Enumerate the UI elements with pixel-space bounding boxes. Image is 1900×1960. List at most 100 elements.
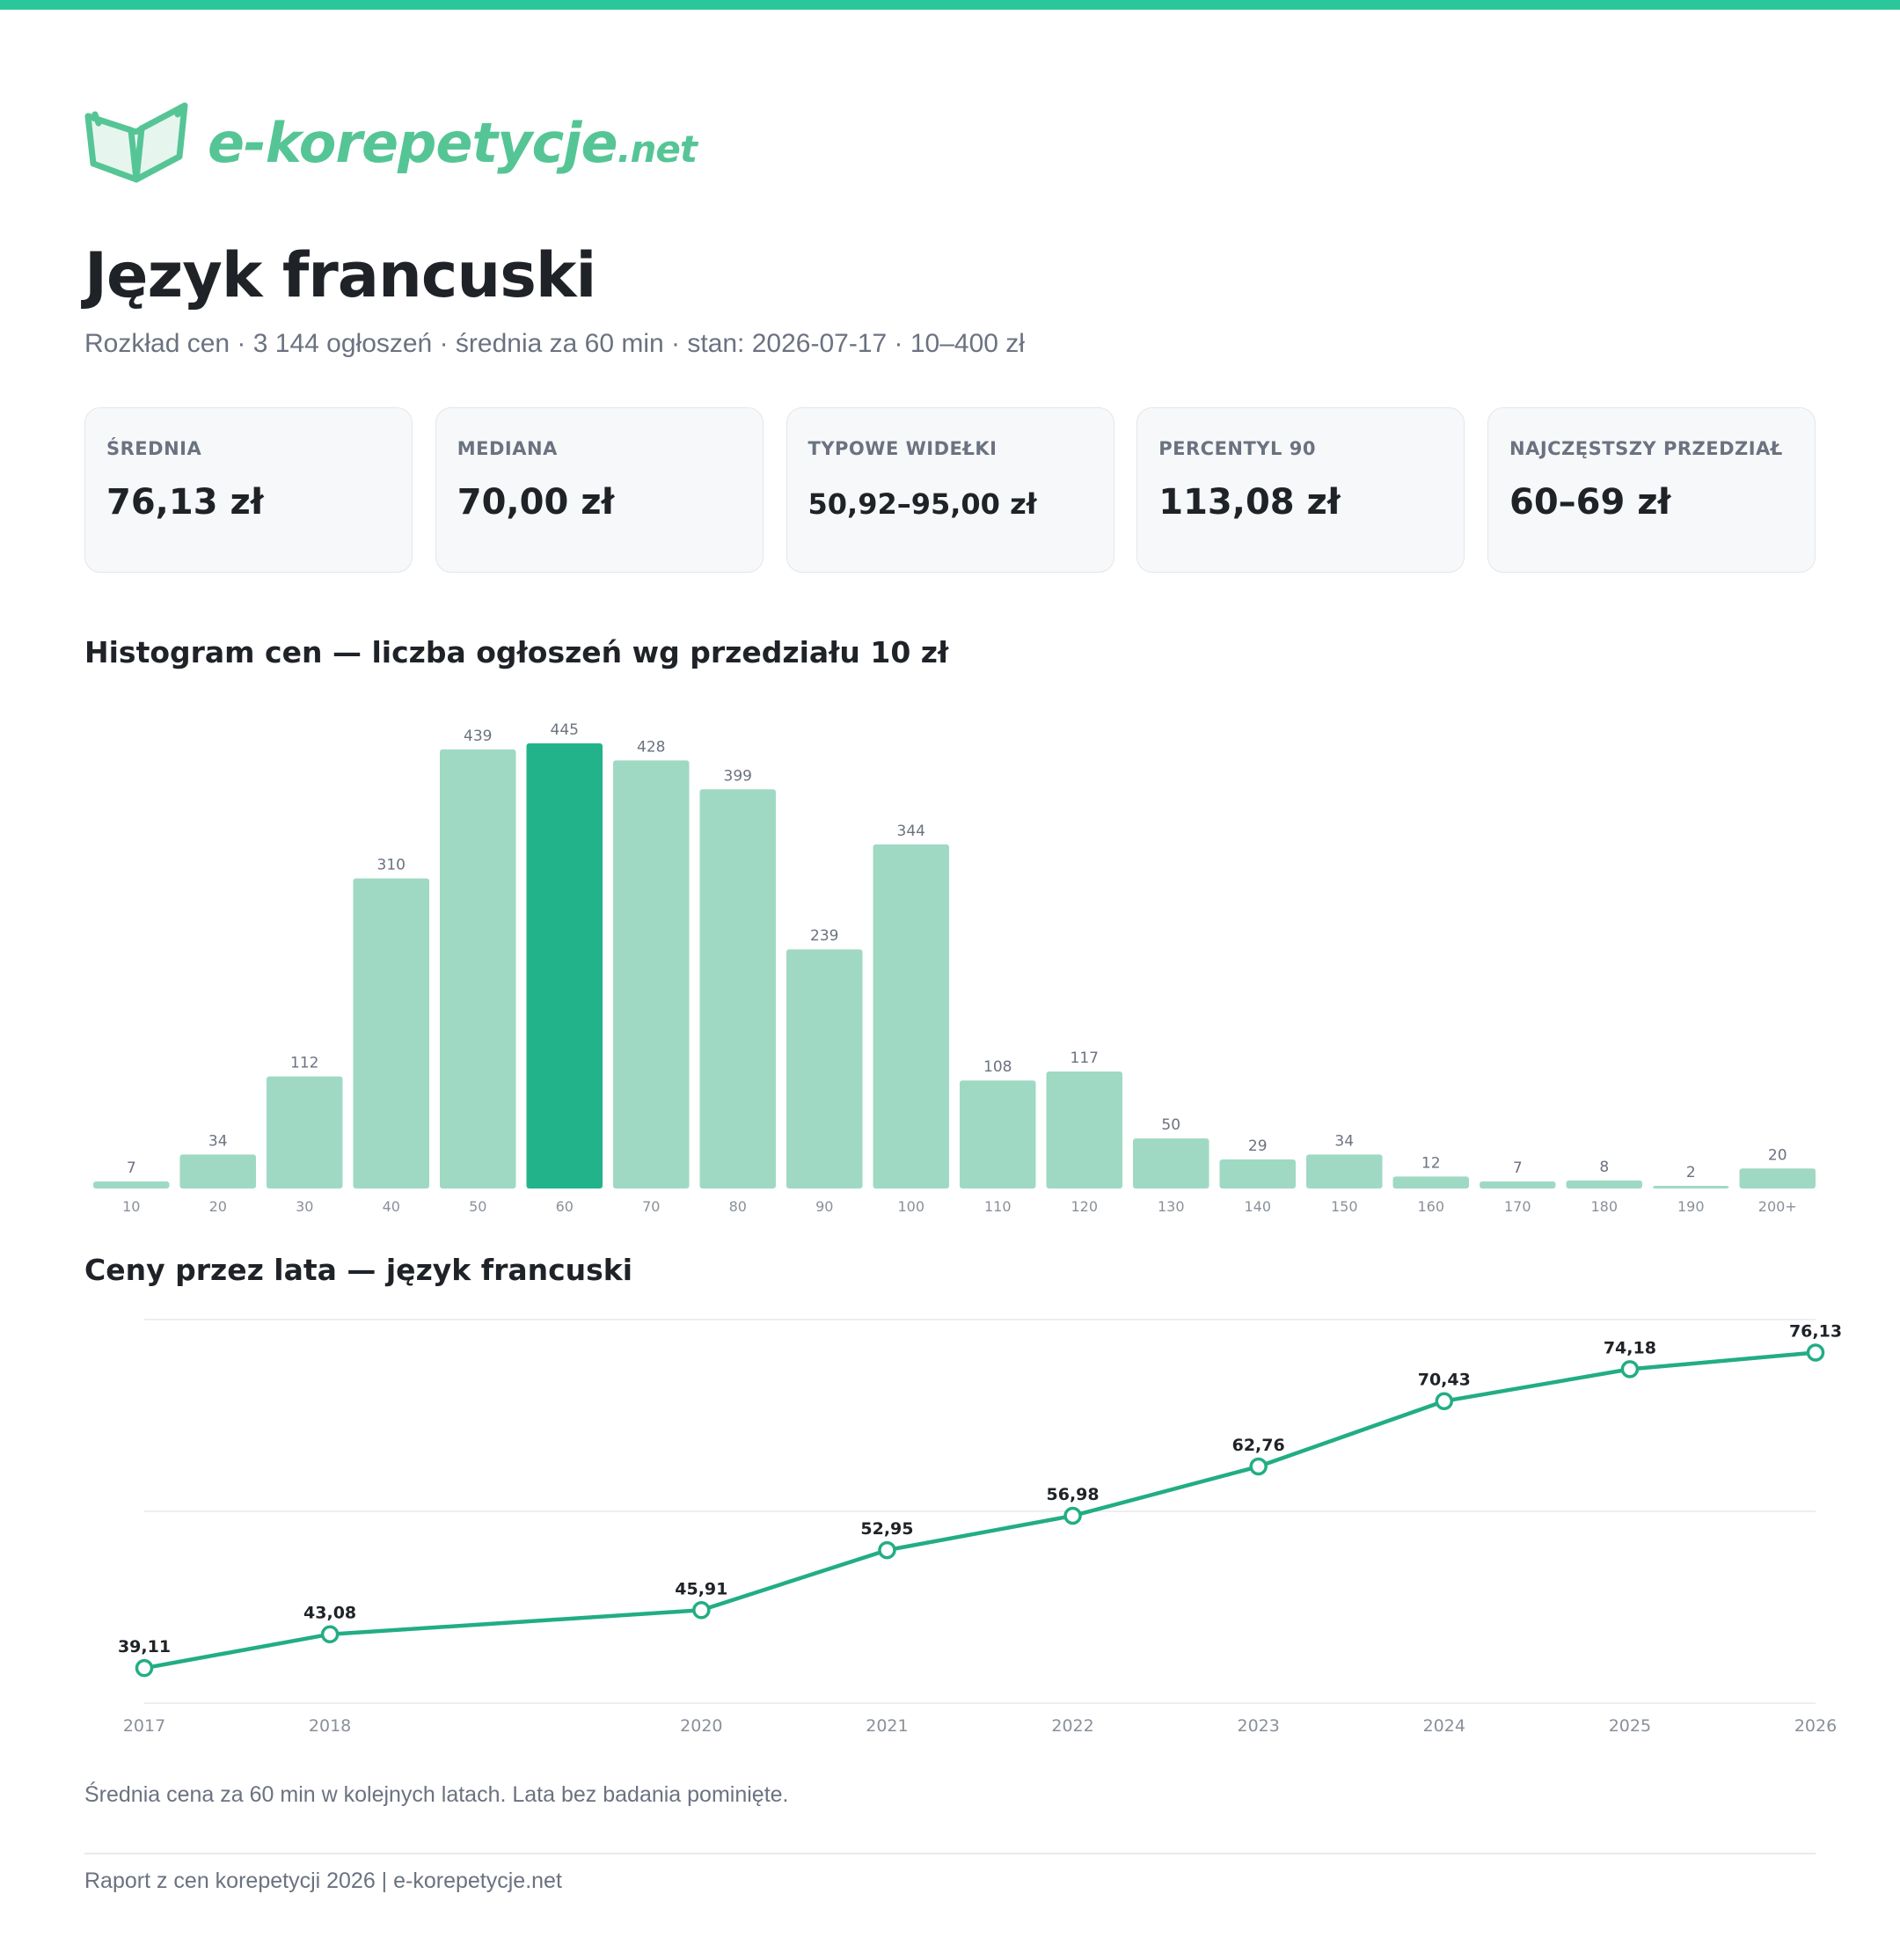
histogram-data-label: 34 [1334, 1132, 1354, 1150]
footer-text: Raport z cen korepetycji 2026 | e-korepe… [84, 1869, 562, 1893]
histogram-tick-label: 150 [1331, 1198, 1358, 1215]
stat-label: TYPOWE WIDEŁKI [808, 438, 998, 459]
line-chart-tick-label: 2024 [1423, 1716, 1465, 1736]
line-chart-point [1806, 1343, 1825, 1362]
histogram-bar [353, 878, 429, 1188]
histogram-bar [613, 760, 690, 1188]
histogram-tick-label: 100 [897, 1198, 924, 1215]
stat-card-typical-range: TYPOWE WIDEŁKI 50,92–95,00 zł [786, 407, 1114, 573]
line-chart-data-label: 43,08 [303, 1604, 356, 1623]
histogram-bar [786, 949, 863, 1188]
histogram-bar [526, 743, 603, 1188]
histogram-title: Histogram cen — liczba ogłoszeń wg przed… [84, 635, 949, 669]
histogram-bar [440, 749, 516, 1188]
line-chart-point [878, 1540, 896, 1560]
line-chart-tick-label: 2023 [1237, 1716, 1279, 1736]
histogram-tick-label: 160 [1417, 1198, 1444, 1215]
line-chart-point [1435, 1392, 1454, 1410]
histogram-data-label: 428 [637, 738, 665, 756]
line-chart-tick-label: 2026 [1794, 1716, 1837, 1736]
line-chart-tick-label: 2020 [680, 1716, 722, 1736]
histogram-tick-label: 170 [1504, 1198, 1531, 1215]
line-chart-point [1620, 1360, 1640, 1379]
stat-label: ŚREDNIA [106, 438, 202, 459]
stat-label: MEDIANA [457, 438, 558, 459]
histogram-tick-label: 30 [296, 1198, 313, 1215]
brand-name: e-korepetycje.net [208, 110, 698, 175]
histogram-bar [1480, 1181, 1556, 1188]
histogram-data-label: 310 [377, 857, 406, 874]
histogram-data-label: 2 [1686, 1164, 1696, 1181]
histogram-tick-label: 90 [815, 1198, 833, 1215]
histogram-tick-label: 130 [1158, 1198, 1185, 1215]
histogram-bar [1566, 1180, 1642, 1188]
histogram-data-label: 8 [1599, 1159, 1609, 1176]
histogram-tick-label: 180 [1590, 1198, 1618, 1215]
histogram-bar [960, 1080, 1036, 1188]
histogram-data-label: 7 [127, 1159, 136, 1177]
histogram-tick-label: 200+ [1758, 1198, 1797, 1215]
stat-value: 70,00 zł [457, 482, 615, 523]
histogram-bar [1306, 1154, 1383, 1188]
line-chart-point [1063, 1506, 1082, 1525]
histogram-data-label: 117 [1071, 1049, 1099, 1067]
page-subtitle: Rozkład cen · 3 144 ogłoszeń · średnia z… [84, 329, 1025, 358]
stats-cards: ŚREDNIA 76,13 zł MEDIANA 70,00 zł TYPOWE… [84, 407, 1816, 574]
line-chart-note: Średnia cena za 60 min w kolejnych latac… [84, 1782, 789, 1807]
stat-value: 76,13 zł [106, 482, 264, 523]
stat-card-most-common-range: NAJCZĘSTSZY PRZEDZIAŁ 60–69 zł [1487, 407, 1816, 573]
histogram-tick-label: 60 [556, 1198, 574, 1215]
price-trend-line-chart: 39,11 2017 43,08 2018 45,91 2020 52,95 2021 56,9… [118, 1319, 1842, 1736]
histogram-bar [1219, 1159, 1296, 1188]
brand-logo[interactable]: e-korepetycje.net [84, 99, 698, 186]
line-chart-point [1249, 1457, 1268, 1476]
stat-value: 50,92–95,00 zł [808, 487, 1037, 521]
stat-label: NAJCZĘSTSZY PRZEDZIAŁ [1509, 438, 1783, 459]
histogram-bar [1133, 1138, 1209, 1188]
histogram-tick-label: 80 [729, 1198, 747, 1215]
line-chart-data-label: 56,98 [1047, 1485, 1100, 1504]
histogram-data-label: 344 [897, 823, 925, 840]
brand-name-main: e-korepetycje [208, 110, 618, 175]
stat-card-median: MEDIANA 70,00 zł [435, 407, 764, 573]
histogram-tick-label: 70 [642, 1198, 660, 1215]
stat-value: 60–69 zł [1509, 482, 1671, 523]
line-chart-data-label: 52,95 [860, 1519, 913, 1539]
histogram-tick-label: 140 [1244, 1198, 1271, 1215]
line-chart-data-label: 74,18 [1604, 1338, 1656, 1357]
histogram-data-label: 50 [1161, 1116, 1180, 1134]
stat-card-percentile-90: PERCENTYL 90 113,08 zł [1136, 407, 1465, 573]
stat-card-mean: ŚREDNIA 76,13 zł [84, 407, 413, 573]
line-chart-point [135, 1658, 154, 1678]
histogram-bar [93, 1181, 170, 1188]
line-chart-point [692, 1601, 711, 1620]
line-chart-tick-label: 2022 [1051, 1716, 1093, 1736]
stat-value: 113,08 zł [1158, 482, 1341, 523]
histogram-data-label: 20 [1768, 1146, 1787, 1164]
histogram-bar [1046, 1071, 1122, 1188]
histogram-tick-label: 20 [209, 1198, 227, 1215]
histogram-bar [1392, 1176, 1469, 1188]
footer-divider [84, 1853, 1816, 1854]
histogram-tick-label: 10 [122, 1198, 140, 1215]
book-icon [84, 102, 188, 183]
line-chart-title: Ceny przez lata — język francuski [84, 1253, 633, 1287]
histogram-tick-label: 190 [1677, 1198, 1705, 1215]
line-chart-tick-label: 2017 [123, 1716, 165, 1736]
histogram-data-label: 112 [290, 1055, 318, 1072]
line-chart-point [320, 1625, 340, 1643]
histogram-data-label: 399 [724, 767, 752, 785]
line-chart-data-label: 76,13 [1789, 1321, 1842, 1341]
page-title: Język francuski [84, 239, 596, 311]
line-chart-series-line [142, 1350, 1818, 1671]
line-chart-tick-label: 2018 [309, 1716, 351, 1736]
line-chart-tick-label: 2025 [1609, 1716, 1651, 1736]
histogram-bar [1653, 1186, 1729, 1188]
histogram-data-label: 34 [208, 1132, 228, 1150]
histogram-bar [267, 1076, 343, 1188]
histogram-bar [179, 1154, 256, 1188]
top-accent-bar [0, 0, 1900, 10]
histogram-tick-label: 110 [984, 1198, 1012, 1215]
histogram-bar [1739, 1168, 1816, 1188]
histogram-data-label: 7 [1513, 1159, 1523, 1177]
